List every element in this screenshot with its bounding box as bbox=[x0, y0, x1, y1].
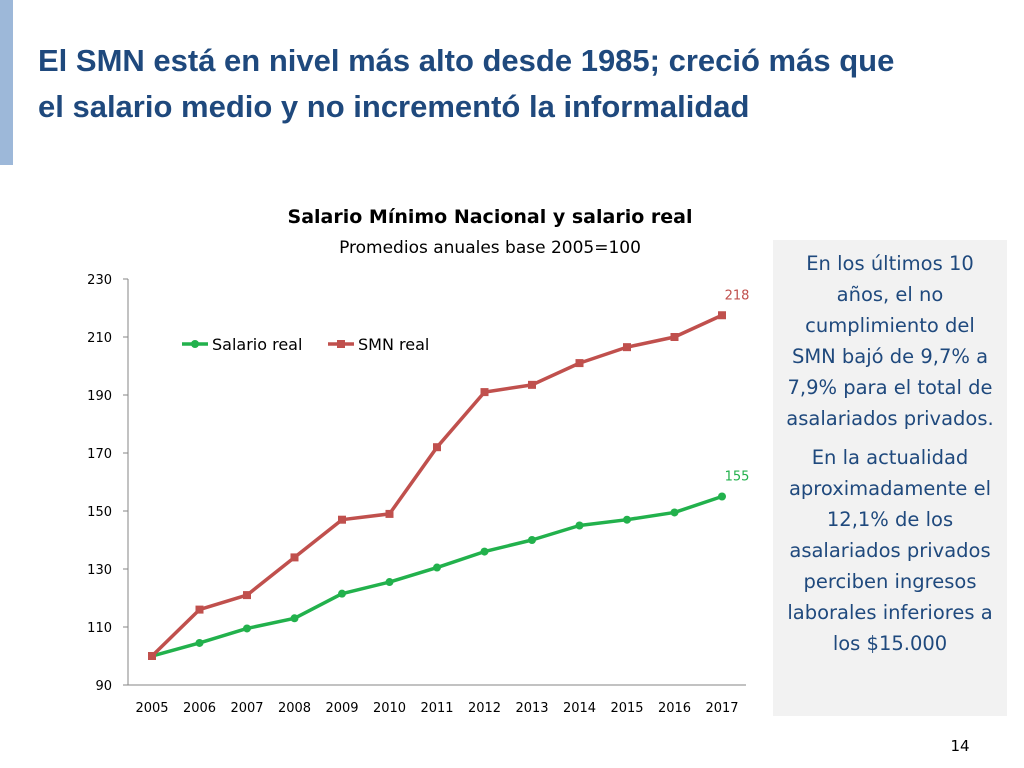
y-tick-label: 190 bbox=[87, 389, 112, 404]
slide-title-line-1: El SMN está en nivel más alto desde 1985… bbox=[38, 43, 895, 78]
legend-label-smn-real: SMN real bbox=[358, 335, 429, 354]
legend-marker-smn-real bbox=[337, 340, 345, 348]
legend-label-salario-real: Salario real bbox=[212, 335, 302, 354]
page-number: 14 bbox=[950, 737, 970, 755]
y-tick-label: 90 bbox=[95, 679, 112, 694]
chart-subtitle: Promedios anuales base 2005=100 bbox=[339, 238, 641, 258]
data-point-salario-real bbox=[290, 614, 299, 623]
x-tick-label: 2008 bbox=[278, 701, 311, 716]
data-point-smn-real bbox=[718, 311, 726, 320]
x-tick-label: 2015 bbox=[610, 701, 643, 716]
data-point-salario-real bbox=[433, 563, 441, 572]
x-tick-label: 2013 bbox=[515, 701, 548, 716]
data-point-smn-real bbox=[433, 443, 441, 452]
x-tick-label: 2016 bbox=[658, 701, 691, 716]
data-point-salario-real bbox=[623, 515, 631, 524]
data-point-smn-real bbox=[385, 509, 394, 518]
series-line-smn-real bbox=[150, 313, 723, 658]
chart-axes: 90 110 130 150 170 190 210 230 2005 2006 2007 2008 2… bbox=[87, 273, 746, 716]
data-point-smn-real bbox=[528, 380, 536, 389]
x-tick-label: 2012 bbox=[468, 701, 501, 716]
accent-bar bbox=[0, 0, 13, 165]
series-line-salario-real bbox=[151, 494, 723, 658]
chart-series: 155 218 bbox=[148, 288, 749, 660]
x-tick-label: 2011 bbox=[420, 701, 453, 716]
note-paragraph-1: En los últimos 10 años, el no cumplimien… bbox=[786, 252, 994, 430]
note-box: En los últimos 10 años, el no cumplimien… bbox=[773, 240, 1007, 716]
data-point-smn-real bbox=[480, 388, 489, 397]
data-point-salario-real bbox=[718, 492, 726, 501]
y-tick-label: 110 bbox=[87, 621, 112, 636]
y-tick-label: 210 bbox=[87, 331, 112, 346]
x-tick-label: 2010 bbox=[373, 701, 406, 716]
data-point-smn-real bbox=[148, 652, 156, 660]
data-point-salario-real bbox=[243, 624, 251, 633]
x-tick-label: 2006 bbox=[183, 701, 216, 716]
legend-marker-salario-real bbox=[191, 340, 199, 348]
y-tick-label: 150 bbox=[87, 505, 112, 520]
y-tick-label: 170 bbox=[87, 447, 112, 462]
data-point-smn-real bbox=[670, 333, 679, 341]
data-point-smn-real bbox=[290, 553, 299, 562]
data-point-smn-real bbox=[623, 343, 631, 352]
data-point-smn-real bbox=[575, 359, 584, 368]
data-point-salario-real bbox=[480, 547, 489, 556]
data-label-smn-real: 218 bbox=[725, 288, 750, 303]
data-point-salario-real bbox=[385, 578, 394, 587]
x-tick-label: 2014 bbox=[563, 701, 596, 716]
chart-title: Salario Mínimo Nacional y salario real bbox=[287, 206, 693, 228]
x-tick-label: 2005 bbox=[135, 701, 168, 716]
data-point-salario-real bbox=[528, 536, 536, 544]
data-point-smn-real bbox=[243, 591, 251, 600]
data-point-salario-real bbox=[670, 508, 679, 517]
y-tick-label: 230 bbox=[87, 273, 112, 288]
x-tick-label: 2007 bbox=[230, 701, 263, 716]
data-point-smn-real bbox=[195, 605, 204, 614]
data-point-smn-real bbox=[338, 515, 346, 524]
data-point-salario-real bbox=[575, 521, 584, 530]
slide-title: El SMN está en nivel más alto desde 1985… bbox=[38, 38, 1008, 130]
chart-legend: Salario real SMN real bbox=[182, 335, 429, 354]
y-tick-label: 130 bbox=[87, 563, 112, 578]
x-tick-label: 2017 bbox=[705, 701, 738, 716]
x-tick-label: 2009 bbox=[325, 701, 358, 716]
data-label-salario-real: 155 bbox=[725, 470, 750, 485]
data-point-salario-real bbox=[195, 638, 204, 647]
slide-title-line-2: el salario medio y no incrementó la info… bbox=[38, 89, 750, 124]
note-paragraph-2: En la actualidad aproximadamente el 12,1… bbox=[787, 446, 993, 655]
data-point-salario-real bbox=[338, 589, 346, 598]
